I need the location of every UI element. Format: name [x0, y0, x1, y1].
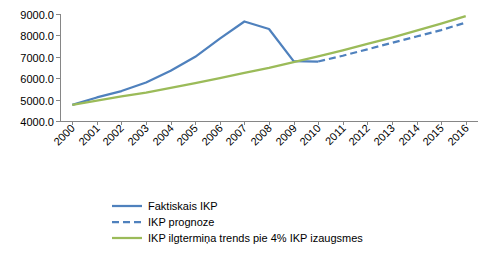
x-tick	[294, 121, 295, 125]
x-tick	[72, 121, 73, 125]
y-tick	[56, 78, 60, 79]
x-tick-label: 2009	[273, 122, 299, 148]
legend-label: IKP ilgtermiņa trends pie 4% IKP izaugsm…	[148, 232, 363, 244]
x-tick	[269, 121, 270, 125]
y-tick-label: 7000.0	[20, 52, 54, 64]
x-tick-label: 2008	[248, 122, 274, 148]
x-tick-label: 2004	[150, 122, 176, 148]
y-tick	[56, 14, 60, 15]
y-tick	[56, 100, 60, 101]
x-tick-label: 2005	[174, 122, 200, 148]
legend-label: Faktiskais IKP	[148, 200, 218, 212]
x-tick	[171, 121, 172, 125]
legend-swatch	[112, 221, 142, 223]
x-tick-label: 2016	[445, 122, 471, 148]
y-tick-label: 6000.0	[20, 73, 54, 85]
y-tick	[56, 35, 60, 36]
legend-swatch	[112, 205, 142, 207]
series-line	[318, 23, 466, 62]
series-line	[72, 16, 465, 105]
x-tick	[466, 121, 467, 125]
x-tick	[392, 121, 393, 125]
x-tick-label: 2010	[297, 122, 323, 148]
y-tick	[56, 57, 60, 58]
x-tick-label: 2013	[371, 122, 397, 148]
x-tick-label: 2015	[420, 122, 446, 148]
x-tick-label: 2000	[51, 122, 77, 148]
x-tick	[417, 121, 418, 125]
x-tick-label: 2006	[199, 122, 225, 148]
x-tick	[244, 121, 245, 125]
x-tick-label: 2002	[100, 122, 126, 148]
x-tick	[318, 121, 319, 125]
x-tick	[367, 121, 368, 125]
x-tick-label: 2012	[346, 122, 372, 148]
legend-label: IKP prognoze	[148, 216, 214, 228]
y-tick	[56, 121, 60, 122]
chart: 4000.0 5000.0 6000.0 7000.0 8000.0 9000.0 2000…	[0, 0, 496, 257]
x-tick	[220, 121, 221, 125]
series-group	[72, 16, 465, 105]
y-axis	[60, 14, 61, 121]
x-tick	[97, 121, 98, 125]
legend-swatch	[112, 237, 142, 239]
x-tick-label: 2003	[125, 122, 151, 148]
x-tick-label: 2014	[396, 122, 422, 148]
x-tick-label: 2007	[223, 122, 249, 148]
x-tick	[146, 121, 147, 125]
x-tick	[343, 121, 344, 125]
x-tick-label: 2001	[76, 122, 102, 148]
x-tick	[441, 121, 442, 125]
x-tick	[195, 121, 196, 125]
y-tick-label: 4000.0	[20, 116, 54, 128]
series-line	[72, 21, 318, 104]
y-tick-label: 8000.0	[20, 30, 54, 42]
x-tick	[121, 121, 122, 125]
x-tick-label: 2011	[323, 122, 348, 147]
y-tick-label: 9000.0	[20, 9, 54, 21]
y-tick-label: 5000.0	[20, 95, 54, 107]
